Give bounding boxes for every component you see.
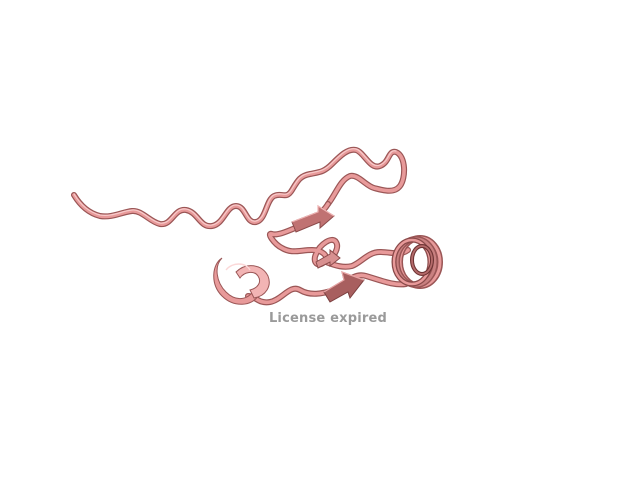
beta-strand-small: [315, 248, 341, 269]
coil-n-terminus: [71, 146, 408, 230]
license-watermark: License expired: [268, 311, 388, 326]
alpha-helix-left: [213, 257, 270, 305]
beta-strand-lower: [323, 271, 365, 303]
beta-strand-upper: [291, 204, 335, 233]
alpha-helix-right: [391, 235, 443, 289]
